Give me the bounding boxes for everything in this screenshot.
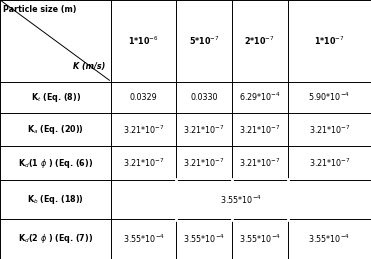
Text: 1*10$^{-6}$: 1*10$^{-6}$: [128, 35, 159, 47]
Text: 3.55*10$^{-4}$: 3.55*10$^{-4}$: [183, 233, 225, 245]
Text: 3.55*10$^{-4}$: 3.55*10$^{-4}$: [123, 233, 165, 245]
Text: 0.0329: 0.0329: [130, 93, 158, 102]
Text: K$_d$(2 $\phi$ ) (Eq. (7)): K$_d$(2 $\phi$ ) (Eq. (7)): [18, 232, 93, 246]
Text: 5*10$^{-7}$: 5*10$^{-7}$: [189, 35, 219, 47]
Text: 3.55*10$^{-4}$: 3.55*10$^{-4}$: [239, 233, 281, 245]
Text: 2*10$^{-7}$: 2*10$^{-7}$: [244, 35, 275, 47]
Text: K$_a$ (Eq. (20)): K$_a$ (Eq. (20)): [27, 123, 84, 136]
Text: 3.21*10$^{-7}$: 3.21*10$^{-7}$: [123, 157, 164, 169]
Text: 1*10$^{-7}$: 1*10$^{-7}$: [314, 35, 345, 47]
Text: 5.90*10$^{-4}$: 5.90*10$^{-4}$: [308, 91, 350, 103]
Text: K$_d$(1 $\phi$ ) (Eq. (6)): K$_d$(1 $\phi$ ) (Eq. (6)): [18, 157, 93, 170]
Text: 3.21*10$^{-7}$: 3.21*10$^{-7}$: [239, 123, 280, 136]
Text: 3.21*10$^{-7}$: 3.21*10$^{-7}$: [123, 123, 164, 136]
Text: K (m/s): K (m/s): [73, 62, 106, 71]
Text: 3.21*10$^{-7}$: 3.21*10$^{-7}$: [183, 123, 225, 136]
Text: K$_b$ (Eq. (18)): K$_b$ (Eq. (18)): [27, 193, 84, 206]
Text: 3.21*10$^{-7}$: 3.21*10$^{-7}$: [309, 123, 350, 136]
Text: 3.55*10$^{-4}$: 3.55*10$^{-4}$: [220, 193, 262, 206]
Text: 3.21*10$^{-7}$: 3.21*10$^{-7}$: [183, 157, 225, 169]
Text: 3.21*10$^{-7}$: 3.21*10$^{-7}$: [239, 157, 280, 169]
Text: 3.55*10$^{-4}$: 3.55*10$^{-4}$: [308, 233, 350, 245]
Text: Particle size (m): Particle size (m): [3, 5, 76, 14]
Text: 6.29*10$^{-4}$: 6.29*10$^{-4}$: [239, 91, 280, 103]
Text: 0.0330: 0.0330: [190, 93, 218, 102]
Text: K$_t$ (Eq. (8)): K$_t$ (Eq. (8)): [31, 91, 81, 104]
Text: 3.21*10$^{-7}$: 3.21*10$^{-7}$: [309, 157, 350, 169]
